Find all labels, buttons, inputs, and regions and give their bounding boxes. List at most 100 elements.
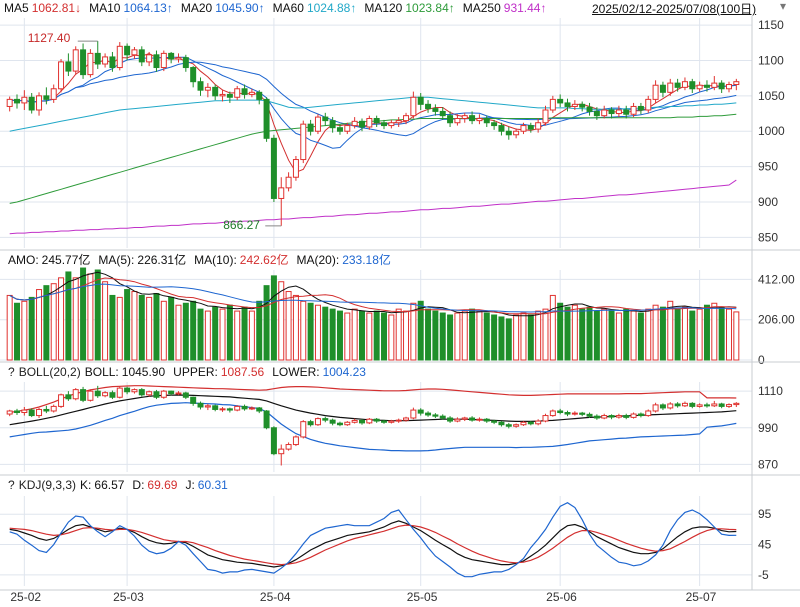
price-candle [381,122,388,127]
volume-bar [623,308,630,361]
price-candle [182,57,189,69]
boll-candle [527,421,534,425]
boll-candle [593,415,600,419]
volume-bar [505,318,512,361]
volume-bar [425,308,432,361]
date-range-label[interactable]: 2025/02/12-2025/07/08(100日) [592,2,757,16]
price-candle [417,96,424,105]
boll-candle [219,408,226,411]
legend-value: 69.69 [147,478,178,492]
price-candle [190,67,197,83]
boll-candle [358,419,365,424]
volume-bar [630,310,637,361]
legend-label: LOWER: [272,365,320,379]
legend-item: MA(10): 242.62亿 [194,253,292,267]
price-candle [204,86,211,91]
legend-value: 60.31 [197,478,228,492]
volume-ma-line [9,277,737,315]
price-candle [248,91,255,95]
indicator-name[interactable]: KDJ(9,3,3) [18,478,77,492]
volume-bar [417,300,424,361]
kdj-legend: ? KDJ(9,3,3) K: 66.57 D: 69.69 J: 60.31 [8,477,236,493]
legend-value: 1023.84↑ [405,1,455,15]
help-icon[interactable]: ? [8,478,15,492]
price-candle [674,82,681,88]
volume-bar [696,308,703,361]
boll-candle [549,410,556,417]
boll-candle [564,412,571,415]
boll-line-lower [9,402,737,452]
price-candle [564,102,571,107]
price-candle [696,84,703,90]
boll-candle [270,427,277,455]
price-candle [329,120,336,129]
volume-bar [527,314,534,361]
volume-bar [58,277,65,361]
volume-bar [718,306,725,361]
boll-candle [109,392,116,398]
legend-value: 233.18亿 [342,253,391,267]
boll-candle [278,448,285,455]
boll-candle [285,444,292,450]
volume-bar [116,296,123,361]
boll-candle [80,389,87,401]
boll-candle [212,405,219,410]
price-annotation: 1127.40 [28,31,71,45]
boll-candle [234,405,241,411]
volume-bar [615,312,622,361]
volume-bar [461,310,468,361]
price-candle [65,61,72,72]
price-candle [454,117,461,124]
legend-item: K: 66.57 [80,478,128,492]
price-candle [725,84,732,90]
price-candle [87,52,94,76]
boll-candle [36,408,43,417]
legend-value: 226.31亿 [137,253,187,267]
price-candle [549,98,556,111]
price-candle [351,120,358,127]
chevron-down-icon[interactable]: ▾ [780,0,787,13]
price-candle [36,95,43,111]
boll-candle [395,419,402,422]
volume-bar [212,306,219,361]
boll-candle [718,403,725,407]
y-tick-label: 850 [758,230,778,244]
volume-bar [329,308,336,361]
volume-bar [278,281,285,361]
legend-value: 1004.23 [322,365,366,379]
volume-bar [373,310,380,361]
volume-bar [146,296,153,361]
x-tick-label: 25-03 [113,590,144,604]
price-candle [58,61,65,90]
price-candle [72,49,79,72]
legend-label: J: [185,478,195,492]
help-icon[interactable]: ? [8,365,15,379]
boll-candle [637,413,644,417]
x-tick-label: 25-07 [686,590,717,604]
boll-candle [131,389,138,393]
boll-candle [659,404,666,409]
price-candle [601,109,608,117]
boll-line-boll [9,394,737,426]
price-candle [285,176,292,189]
volume-bar [542,308,549,361]
volume-bar [87,273,94,361]
boll-candle [476,418,483,421]
price-candle [109,56,116,69]
volume-bar [344,312,351,361]
kdj-line-j [9,502,737,578]
price-candle [718,82,725,90]
legend-item: MA5 1062.81↓ [4,1,85,15]
price-candle [586,106,593,112]
y-tick-label: -5 [758,568,769,582]
legend-item: MA(5): 226.31亿 [98,253,190,267]
legend-label: MA120 [364,1,403,15]
indicator-name[interactable]: BOLL(20,2) [18,365,81,379]
boll-candle [6,410,13,415]
boll-candle [307,421,314,426]
price-candle [630,105,637,115]
boll-candle [652,404,659,412]
volume-bar [447,314,454,361]
